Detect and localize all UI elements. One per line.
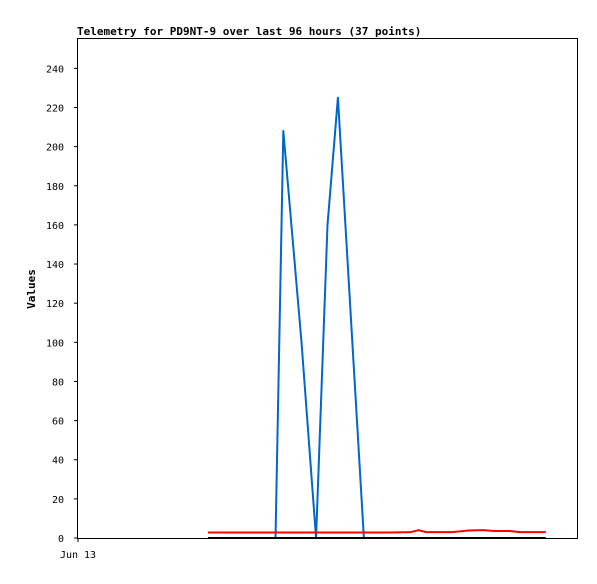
series-layer — [207, 96, 546, 539]
x-tick-label-0: Jun 13 — [60, 550, 96, 561]
y-tick-label-120: 120 — [46, 299, 64, 310]
y-tick-label-220: 220 — [46, 103, 64, 114]
y-tick-label-80: 80 — [52, 377, 64, 388]
y-tick-label-0: 0 — [58, 534, 64, 545]
x-axis-ticks: Jun 13 — [60, 538, 96, 561]
y-tick-label-100: 100 — [46, 338, 64, 349]
y-tick-label-140: 140 — [46, 260, 64, 271]
y-tick-label-60: 60 — [52, 417, 64, 428]
chart-title: Telemetry for PD9NT-9 over last 96 hours… — [77, 25, 421, 38]
y-tick-label-240: 240 — [46, 64, 64, 75]
series-line-0 — [274, 96, 365, 539]
y-tick-label-180: 180 — [46, 182, 64, 193]
y-tick-label-160: 160 — [46, 221, 64, 232]
plot-frame — [77, 38, 578, 539]
y-axis-ticks: 0 20 40 60 80 100 120 140 160 180 200 220 240 — [46, 64, 78, 545]
y-axis-label: Values — [25, 269, 38, 309]
series-line-1 — [207, 529, 546, 534]
y-tick-label-200: 200 — [46, 143, 64, 154]
y-tick-label-40: 40 — [52, 456, 64, 467]
y-tick-label-20: 20 — [52, 495, 64, 506]
